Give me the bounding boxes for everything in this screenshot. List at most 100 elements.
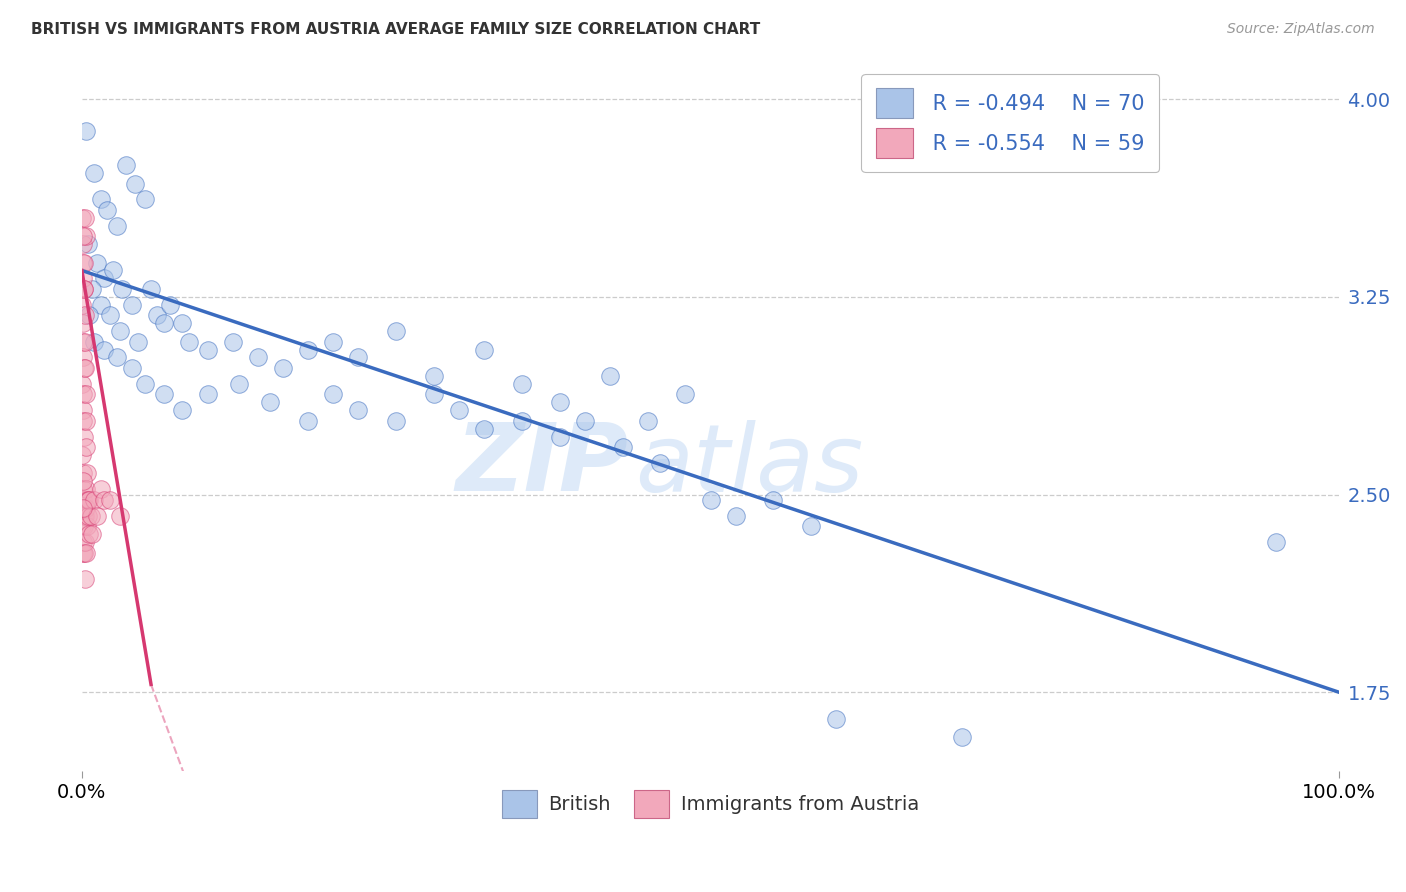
Point (159, 298, 181, 312)
Point (297, 414, 319, 428)
Point (79, 308, 101, 322)
Point (72, 535, 94, 549)
Point (548, 429, 571, 443)
Point (699, 492, 721, 507)
Point (72, 229, 94, 244)
Point (73, 211, 96, 225)
Point (75, 500, 97, 515)
Point (650, 456, 672, 470)
Point (75, 535, 97, 549)
Point (72, 500, 94, 515)
Point (75, 124, 97, 138)
Point (75, 387, 97, 401)
Point (73, 361, 96, 376)
Point (83, 334, 105, 349)
Point (385, 324, 408, 338)
Point (105, 219, 128, 233)
Point (825, 712, 848, 726)
Point (177, 334, 200, 349)
Point (80, 527, 103, 541)
Point (76, 492, 98, 507)
Point (103, 263, 125, 277)
Point (98, 492, 121, 507)
Point (96, 202, 118, 217)
Point (152, 316, 174, 330)
Point (90, 298, 112, 312)
Point (197, 343, 219, 357)
Point (347, 403, 370, 417)
Point (139, 282, 162, 296)
Point (121, 361, 143, 376)
Point (322, 387, 344, 401)
Point (75, 483, 97, 497)
Point (472, 422, 495, 436)
Point (510, 414, 533, 428)
Point (73, 255, 96, 269)
Point (172, 403, 194, 417)
Point (637, 414, 659, 428)
Point (75, 229, 97, 244)
Point (134, 192, 156, 206)
Point (259, 395, 281, 409)
Point (93, 343, 115, 357)
Point (73, 508, 96, 523)
Point (612, 440, 634, 454)
Point (72, 334, 94, 349)
Point (385, 414, 408, 428)
Point (75, 440, 97, 454)
Point (108, 324, 131, 338)
Point (93, 271, 115, 285)
Point (127, 334, 149, 349)
Point (75, 414, 97, 428)
Point (72, 467, 94, 481)
Point (222, 334, 245, 349)
Point (172, 316, 194, 330)
Point (124, 177, 146, 191)
Point (72, 545, 94, 559)
Legend: British, Immigrants from Austria: British, Immigrants from Austria (494, 782, 927, 826)
Text: atlas: atlas (636, 420, 863, 511)
Point (724, 508, 747, 523)
Point (108, 508, 131, 523)
Point (111, 282, 134, 296)
Point (76, 492, 98, 507)
Point (72, 448, 94, 462)
Point (152, 387, 174, 401)
Text: ZIP: ZIP (456, 419, 628, 511)
Point (146, 308, 169, 322)
Point (72, 255, 94, 269)
Point (76, 467, 98, 481)
Point (90, 483, 112, 497)
Point (72, 376, 94, 391)
Point (197, 387, 219, 401)
Point (98, 308, 121, 322)
Point (72, 387, 94, 401)
Point (73, 282, 96, 296)
Point (93, 492, 115, 507)
Point (347, 351, 370, 365)
Point (72, 316, 94, 330)
Point (510, 376, 533, 391)
Point (72, 519, 94, 533)
Point (72, 492, 94, 507)
Point (548, 395, 571, 409)
Point (72, 211, 94, 225)
Point (86, 508, 108, 523)
Text: BRITISH VS IMMIGRANTS FROM AUSTRIA AVERAGE FAMILY SIZE CORRELATION CHART: BRITISH VS IMMIGRANTS FROM AUSTRIA AVERA… (31, 22, 761, 37)
Point (72, 475, 94, 489)
Point (75, 361, 97, 376)
Point (271, 361, 294, 376)
Point (297, 343, 319, 357)
Point (105, 351, 128, 365)
Point (73, 334, 96, 349)
Point (72, 271, 94, 285)
Point (599, 368, 621, 383)
Point (472, 343, 495, 357)
Point (73, 282, 96, 296)
Point (90, 192, 112, 206)
Point (121, 298, 143, 312)
Point (73, 545, 96, 559)
Point (115, 158, 138, 172)
Point (246, 351, 269, 365)
Point (72, 237, 94, 252)
